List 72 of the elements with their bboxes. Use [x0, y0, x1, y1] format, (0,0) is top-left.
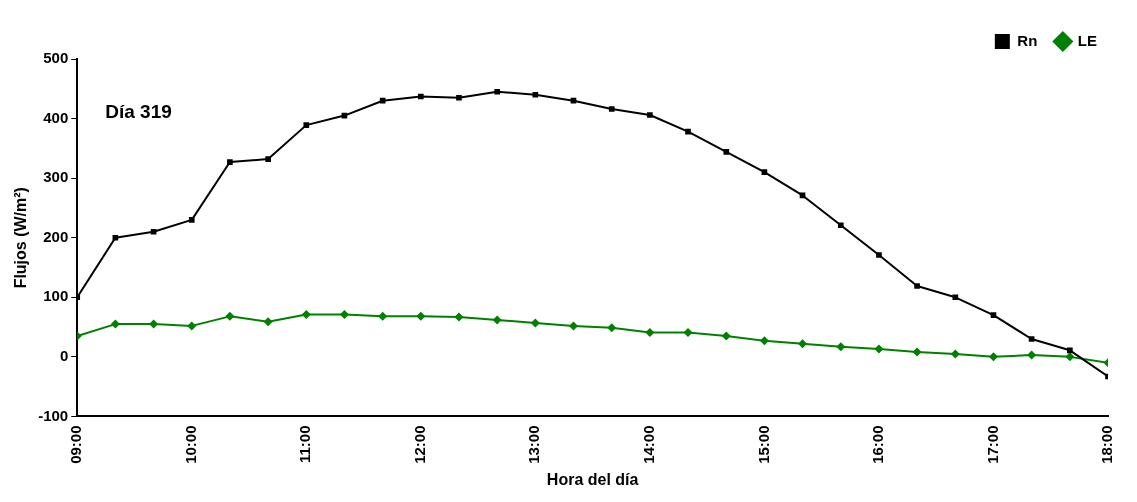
point: [761, 169, 768, 176]
y-tick-label: 200: [43, 227, 69, 245]
point: [456, 94, 462, 101]
point: [874, 344, 884, 354]
point: [568, 321, 578, 331]
point: [607, 323, 617, 333]
point: [912, 347, 922, 357]
point: [570, 97, 577, 104]
point: [645, 327, 655, 337]
y-tick-label: -100: [38, 406, 69, 424]
point: [876, 252, 882, 258]
y-axis-title: Flujos (W/m²): [12, 187, 30, 289]
x-tick-label: 09:00: [67, 425, 85, 464]
point: [837, 222, 844, 229]
point: [303, 122, 310, 128]
point: [301, 310, 311, 320]
x-tick-label: 16:00: [869, 425, 887, 464]
y-tick-label: 500: [43, 49, 69, 67]
point: [759, 336, 769, 346]
point: [836, 342, 846, 352]
point: [492, 315, 502, 325]
x-tick-label: 18:00: [1098, 425, 1116, 464]
x-tick-label: 10:00: [181, 425, 199, 464]
annotation: Día 319: [105, 101, 172, 123]
point: [608, 106, 615, 112]
point: [494, 88, 501, 95]
point: [1065, 352, 1075, 362]
point: [378, 311, 388, 321]
x-tick-label: 12:00: [410, 425, 428, 464]
point: [685, 128, 691, 135]
point: [1027, 350, 1037, 360]
point: [1067, 347, 1073, 354]
point: [647, 112, 653, 118]
point: [952, 294, 959, 301]
point: [188, 217, 195, 223]
point: [379, 97, 386, 104]
point: [416, 311, 426, 321]
point: [798, 339, 808, 349]
point: [150, 228, 157, 235]
point: [723, 149, 730, 155]
y-tick-label: 400: [43, 108, 69, 126]
point: [227, 159, 233, 165]
point: [990, 312, 997, 318]
x-tick-label: 17:00: [983, 425, 1001, 464]
point: [149, 319, 159, 329]
x-tick-label: 11:00: [296, 425, 314, 463]
x-axis-title: Hora del día: [546, 470, 639, 488]
y-tick-label: 0: [59, 347, 69, 364]
point: [225, 311, 235, 321]
point: [683, 327, 693, 337]
point: [530, 318, 540, 328]
point: [454, 312, 464, 322]
point: [532, 91, 539, 98]
x-tick-label: 14:00: [640, 425, 658, 464]
legend-label: LE: [1077, 31, 1097, 49]
point: [988, 352, 998, 362]
point: [110, 319, 120, 329]
point: [187, 321, 197, 331]
point: [339, 310, 349, 320]
legend-label: Rn: [1017, 31, 1038, 49]
y-tick-label: 100: [43, 287, 69, 305]
point: [112, 234, 119, 241]
point: [265, 156, 271, 162]
point: [950, 349, 960, 359]
x-tick-label: 15:00: [754, 425, 772, 464]
point: [417, 93, 424, 100]
point: [1028, 336, 1035, 342]
point: [721, 331, 731, 341]
point: [263, 317, 273, 327]
x-tick-label: 13:00: [525, 425, 543, 464]
y-tick-label: 300: [43, 168, 69, 186]
point: [914, 283, 920, 289]
